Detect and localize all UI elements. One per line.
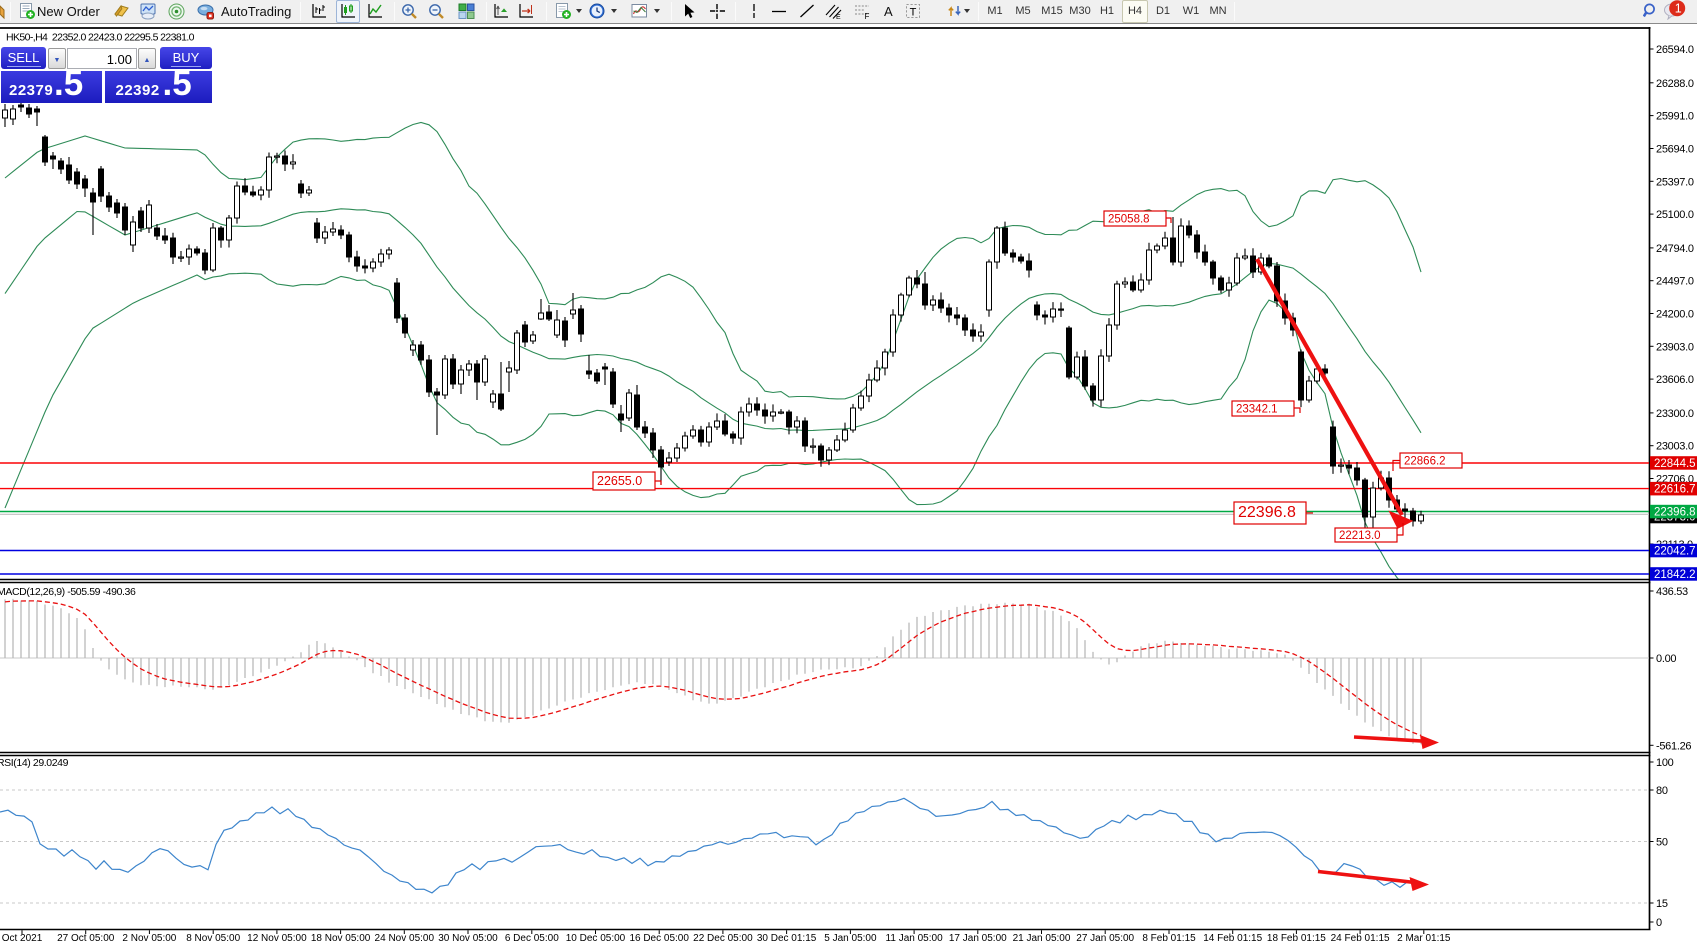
svg-text:18 Nov 05:00: 18 Nov 05:00 [311,933,371,944]
svg-text:23606.0: 23606.0 [1656,374,1694,386]
svg-text:14 Feb 01:15: 14 Feb 01:15 [1203,933,1262,944]
svg-text:26594.0: 26594.0 [1656,44,1694,56]
svg-text:30 Dec 01:15: 30 Dec 01:15 [757,933,817,944]
svg-text:23342.1: 23342.1 [1236,404,1278,416]
svg-text:8 Feb 01:15: 8 Feb 01:15 [1142,933,1196,944]
svg-text:25694.0: 25694.0 [1656,143,1694,155]
svg-text:16 Dec 05:00: 16 Dec 05:00 [629,933,689,944]
svg-text:8 Nov 05:00: 8 Nov 05:00 [186,933,240,944]
svg-text:6 Dec 05:00: 6 Dec 05:00 [505,933,559,944]
svg-text:10 Dec 05:00: 10 Dec 05:00 [566,933,626,944]
svg-text:24794.0: 24794.0 [1656,243,1694,255]
svg-text:T: T [910,7,917,19]
svg-text:23003.0: 23003.0 [1656,441,1694,453]
svg-text:22655.0: 22655.0 [597,474,642,488]
svg-text:21842.2: 21842.2 [1654,569,1696,581]
svg-text:RSI(14) 29.0249: RSI(14) 29.0249 [0,757,69,769]
svg-text:100: 100 [1656,757,1674,769]
svg-text:22844.5: 22844.5 [1654,458,1696,470]
svg-text:24 Feb 01:15: 24 Feb 01:15 [1331,933,1390,944]
svg-text:25058.8: 25058.8 [1108,214,1150,226]
svg-text:21 Jan 05:00: 21 Jan 05:00 [1013,933,1071,944]
svg-text:22396.8: 22396.8 [1654,507,1696,519]
svg-text:24200.0: 24200.0 [1656,308,1694,320]
svg-text:25397.0: 25397.0 [1656,176,1694,188]
svg-text:18 Feb 01:15: 18 Feb 01:15 [1267,933,1326,944]
svg-text:MACD(12,26,9) -505.59 -490.36: MACD(12,26,9) -505.59 -490.36 [0,586,136,598]
svg-text:22213.0: 22213.0 [1339,530,1381,542]
svg-text:24497.0: 24497.0 [1656,276,1694,288]
svg-text:80: 80 [1656,785,1668,797]
svg-text:22866.2: 22866.2 [1404,456,1446,468]
svg-text:23903.0: 23903.0 [1656,341,1694,353]
svg-text:17 Jan 05:00: 17 Jan 05:00 [949,933,1007,944]
svg-text:27 Jan 05:00: 27 Jan 05:00 [1076,933,1134,944]
svg-text:22396.8: 22396.8 [1238,504,1296,521]
svg-text:22042.7: 22042.7 [1654,546,1696,558]
svg-text:E: E [836,14,841,20]
svg-text:50: 50 [1656,837,1668,849]
svg-text:26288.0: 26288.0 [1656,78,1694,90]
svg-text:27 Oct 05:00: 27 Oct 05:00 [57,933,115,944]
svg-text:23300.0: 23300.0 [1656,408,1694,420]
svg-text:24 Nov 05:00: 24 Nov 05:00 [375,933,435,944]
svg-text:30 Nov 05:00: 30 Nov 05:00 [438,933,498,944]
svg-text:F: F [865,12,870,20]
svg-text:25100.0: 25100.0 [1656,209,1694,221]
svg-text:0: 0 [1656,917,1662,929]
svg-text:25991.0: 25991.0 [1656,111,1694,123]
svg-text:22616.7: 22616.7 [1654,484,1696,496]
svg-text:Oct 2021: Oct 2021 [2,933,43,944]
svg-text:-561.26: -561.26 [1656,740,1691,752]
svg-text:436.53: 436.53 [1656,586,1688,598]
svg-text:12 Nov 05:00: 12 Nov 05:00 [247,933,307,944]
svg-text:5 Jan 05:00: 5 Jan 05:00 [824,933,877,944]
svg-text:11 Jan 05:00: 11 Jan 05:00 [886,933,944,944]
svg-text:2 Mar 01:15: 2 Mar 01:15 [1397,933,1451,944]
svg-text:HK50-,H4 22352.0 22423.0 2229: HK50-,H4 22352.0 22423.0 22295.5 22381.0 [6,32,195,44]
svg-text:1: 1 [1675,2,1682,16]
svg-text:0.00: 0.00 [1656,653,1676,665]
svg-text:15: 15 [1656,898,1668,910]
svg-text:22 Dec 05:00: 22 Dec 05:00 [693,933,753,944]
svg-text:2 Nov 05:00: 2 Nov 05:00 [122,933,176,944]
